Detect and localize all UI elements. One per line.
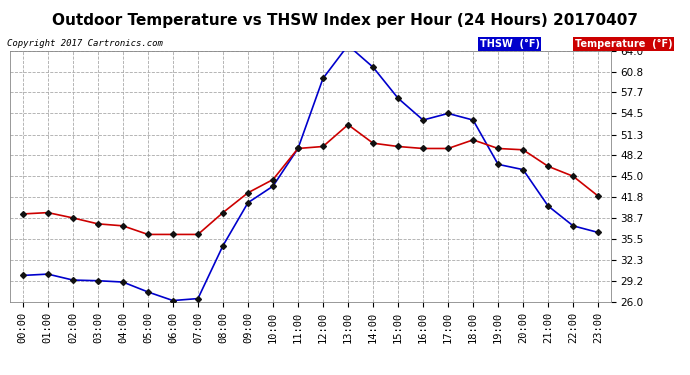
Text: Copyright 2017 Cartronics.com: Copyright 2017 Cartronics.com [7,39,163,48]
Text: THSW  (°F): THSW (°F) [480,39,540,50]
Text: Temperature  (°F): Temperature (°F) [575,39,672,50]
Text: Outdoor Temperature vs THSW Index per Hour (24 Hours) 20170407: Outdoor Temperature vs THSW Index per Ho… [52,13,638,28]
